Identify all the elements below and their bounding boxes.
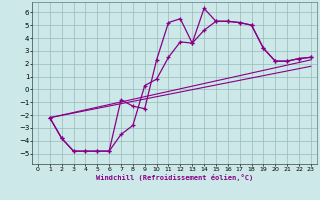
X-axis label: Windchill (Refroidissement éolien,°C): Windchill (Refroidissement éolien,°C) — [96, 174, 253, 181]
